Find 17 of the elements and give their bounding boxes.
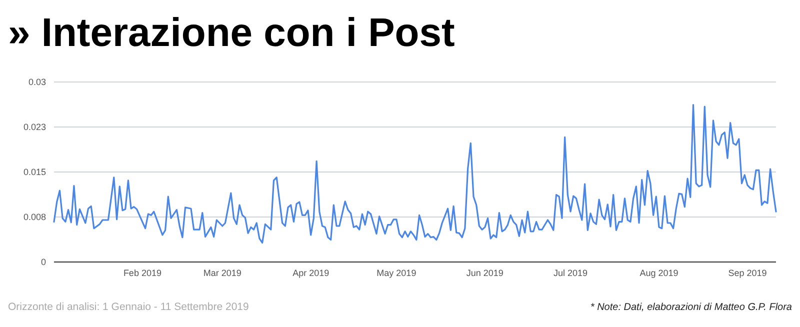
y-tick-label: 0.015	[23, 167, 46, 178]
y-tick-label: 0.023	[23, 122, 46, 132]
x-tick-label: Aug 2019	[640, 268, 678, 278]
text: * Note: Dati, elaborazioni di Matteo G.P. Flora	[590, 302, 792, 313]
y-tick-label: 0.008	[23, 212, 46, 222]
y-tick-label: 0.03	[28, 77, 46, 88]
x-tick-label: Apr 2019	[292, 268, 330, 278]
text: Orizzonte di analisi: 1 Gennaio - 11 Settembre 2019	[8, 301, 250, 313]
x-tick-label: Sep 2019	[728, 268, 767, 278]
x-tick-label: Jun 2019	[466, 268, 504, 278]
chart-title: » Interazione con i Post	[8, 11, 455, 55]
x-tick-label: May 2019	[376, 268, 416, 278]
x-tick-label: Jul 2019	[554, 268, 588, 278]
y-tick-label: 0	[40, 257, 46, 268]
x-tick-label: Mar 2019	[203, 268, 242, 278]
x-tick-label: Feb 2019	[123, 268, 162, 278]
line-series	[53, 104, 777, 244]
